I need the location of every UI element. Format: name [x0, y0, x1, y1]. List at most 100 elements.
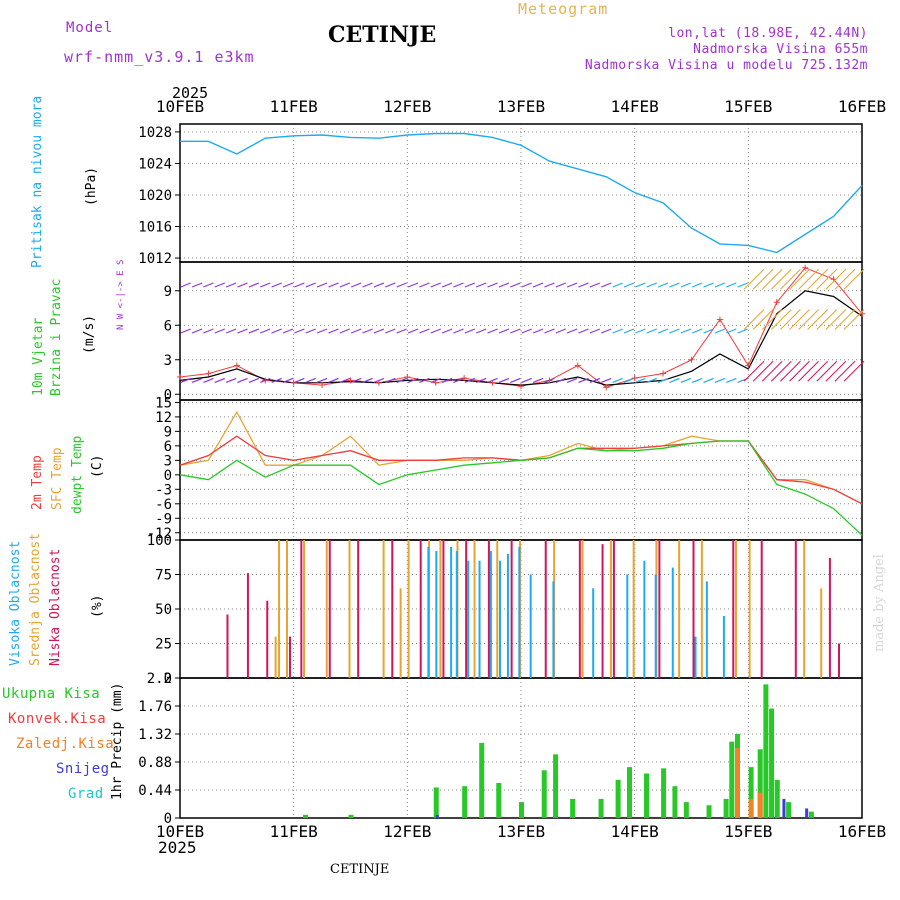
wind-arrow: [544, 377, 555, 384]
cloud-high-bar: [435, 551, 438, 678]
wind-arrow: [407, 282, 419, 288]
precip-total-bar: [683, 802, 689, 818]
wind-arrow: [294, 282, 305, 288]
x-tick-label-top: 10FEB: [156, 97, 204, 116]
wind-arrow: [373, 328, 385, 334]
wind-arrow: [521, 328, 532, 334]
wind-arrow: [578, 377, 589, 384]
wind-arrow: [453, 282, 464, 288]
precip-frozen-bar: [757, 792, 763, 818]
cloud-high-bar: [694, 636, 697, 678]
cloud-mid-bar: [581, 540, 584, 678]
wind-arrow: [191, 282, 203, 288]
cloud-low-bar: [357, 540, 360, 678]
cloud-mid-bar: [325, 540, 328, 678]
wind-arrow: [191, 328, 203, 334]
wind-arrow: [453, 377, 464, 384]
y-tick-label: 1024: [138, 156, 172, 172]
wind-arrow: [214, 328, 226, 334]
wind-barb: [780, 360, 801, 382]
wind-arrow: [578, 328, 589, 334]
y-tick-label: 0: [164, 811, 172, 827]
wind-arrow: [669, 377, 680, 384]
cloud-low-bar: [465, 540, 468, 678]
precip-total-bar: [479, 742, 485, 818]
wind-arrow: [475, 377, 487, 384]
cloud-mid-bar: [399, 588, 402, 678]
wind-barb: [761, 268, 783, 290]
wind-barb: [798, 309, 819, 330]
y-tick-label: 6: [164, 439, 172, 455]
cloud-low-bar: [300, 540, 303, 678]
precip-total-bar: [598, 798, 604, 818]
wind-gust-marker: [716, 316, 723, 323]
wind-barb: [780, 268, 801, 290]
precip-total-bar: [553, 754, 559, 818]
cloud-mid-bar: [748, 540, 751, 678]
altitude-label: Nadmorska Visina 655m: [693, 42, 868, 57]
cloud-mid-bar: [803, 540, 806, 678]
wind-arrow: [305, 328, 316, 334]
wind-arrow: [578, 282, 589, 288]
wind-arrow: [407, 377, 419, 384]
wind-barb: [743, 309, 765, 330]
wind-gust-marker: [660, 370, 667, 377]
wind-arrow: [544, 282, 555, 288]
wind-barb: [752, 360, 774, 382]
precip-total-bar: [626, 767, 632, 818]
wind-barb: [789, 268, 810, 290]
cloud-mid-bar: [678, 540, 681, 678]
wind-barb: [843, 309, 865, 330]
wind-arrow: [282, 377, 294, 384]
precip-snow-bar: [435, 814, 439, 818]
precip-total-bar: [786, 802, 792, 818]
precip-total-bar: [661, 768, 667, 818]
wind-barb: [761, 360, 783, 382]
x-tick-label-bottom: 10FEB: [156, 822, 204, 841]
wind-arrow: [680, 328, 692, 334]
wind-arrow: [271, 328, 282, 334]
precip-snow-label: Snijeg: [56, 761, 110, 777]
cloud-high-bar: [478, 560, 481, 678]
wind-barb: [798, 268, 819, 290]
model-altitude-label: Nadmorska Visina u modelu 725.132m: [584, 58, 868, 73]
y-tick-label: 1.76: [138, 699, 172, 715]
wind-arrow: [248, 377, 260, 384]
precip-total-bar: [748, 767, 754, 818]
wind-arrow: [350, 377, 362, 384]
cloud-mid-bar: [303, 540, 306, 678]
cloud-high-bar: [722, 615, 725, 678]
cloud-high-bar: [529, 574, 532, 678]
wind-arrow: [180, 282, 191, 288]
wind-arrow: [350, 328, 362, 334]
cloud-high-bar: [705, 581, 708, 678]
cloud-mid-bar: [496, 540, 499, 678]
precip-frozen-bar: [748, 798, 754, 818]
wind-arrow: [419, 328, 430, 334]
wind-arrow: [260, 328, 271, 334]
cloud-low-bar: [601, 544, 604, 678]
cloud-mid-bar: [274, 636, 277, 678]
y-tick-label: 9: [164, 424, 172, 440]
wind-arrow: [282, 328, 294, 334]
cloud-high-bar: [654, 574, 657, 678]
wind-arrow: [396, 328, 407, 334]
cloud-mid-bar: [609, 540, 612, 678]
y-tick-label: 0.44: [138, 783, 172, 799]
wind-arrow: [180, 377, 191, 384]
cloud-low-bar: [732, 540, 735, 678]
cloud-high-bar: [643, 560, 646, 678]
wind-arrow: [214, 282, 226, 288]
cloud-mid-bar: [473, 540, 476, 678]
wind-gust-marker: [773, 299, 780, 306]
wind-barb: [834, 309, 856, 330]
wind-arrow: [646, 282, 657, 288]
wind-gust-marker: [574, 362, 581, 369]
page-title: CETINJE: [328, 22, 437, 48]
wind-arrow: [601, 328, 612, 334]
wind-arrow: [510, 377, 521, 384]
wind-barb: [807, 309, 829, 330]
cloud-low-bar: [510, 540, 513, 678]
cloud-high-bar: [467, 560, 470, 678]
wind-arrow: [657, 282, 669, 288]
